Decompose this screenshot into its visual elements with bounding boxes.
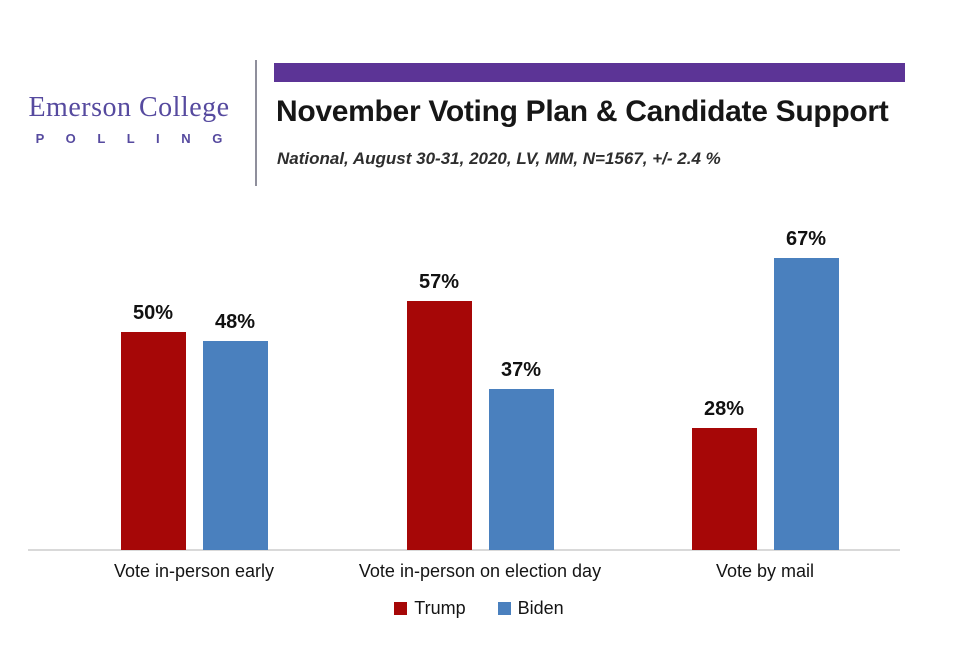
bar-trump	[406, 301, 472, 550]
vertical-divider	[255, 60, 257, 186]
bar-column: 57%	[406, 271, 472, 550]
bar-biden	[202, 341, 268, 550]
bar-column: 28%	[691, 398, 757, 550]
bar-group: 57% 37%	[370, 271, 590, 550]
category-label: Vote in-person early	[113, 561, 275, 581]
bar-value-label: 50%	[132, 302, 174, 324]
bar-biden	[488, 389, 554, 550]
bar-value-label: 37%	[500, 359, 542, 381]
chart-legend: Trump Biden	[0, 598, 958, 619]
category-label: Vote in-person on election day	[358, 561, 602, 581]
bar-column: 48%	[202, 311, 268, 550]
bar-trump	[691, 428, 757, 550]
category-label: Vote by mail	[715, 561, 815, 581]
legend-item-biden: Biden	[497, 598, 564, 619]
bar-value-label: 57%	[418, 271, 460, 293]
legend-label: Trump	[414, 598, 466, 618]
x-axis-line	[28, 549, 900, 551]
bar-value-label: 28%	[703, 398, 745, 420]
bar-trump	[120, 332, 186, 550]
bar-value-label: 48%	[214, 311, 256, 333]
bar-group: 50% 48%	[84, 302, 304, 550]
bar-biden	[773, 258, 839, 550]
legend-color-swatch	[394, 602, 408, 615]
bar-column: 37%	[488, 359, 554, 550]
legend-color-swatch	[497, 602, 511, 615]
legend-label: Biden	[517, 598, 564, 618]
logo-subtitle: P O L L I N G	[35, 131, 232, 146]
bar-group: 28% 67%	[655, 228, 875, 550]
chart-subtitle: National, August 30-31, 2020, LV, MM, N=…	[277, 149, 721, 168]
purple-accent-bar	[274, 63, 905, 82]
logo-name: Emerson College	[28, 92, 230, 123]
chart-title: November Voting Plan & Candidate Support	[276, 95, 889, 128]
bar-column: 67%	[773, 228, 839, 550]
legend-item-trump: Trump	[394, 598, 466, 619]
emerson-college-logo: Emerson College P O L L I N G	[16, 92, 242, 146]
bar-value-label: 67%	[785, 228, 827, 250]
bar-column: 50%	[120, 302, 186, 550]
